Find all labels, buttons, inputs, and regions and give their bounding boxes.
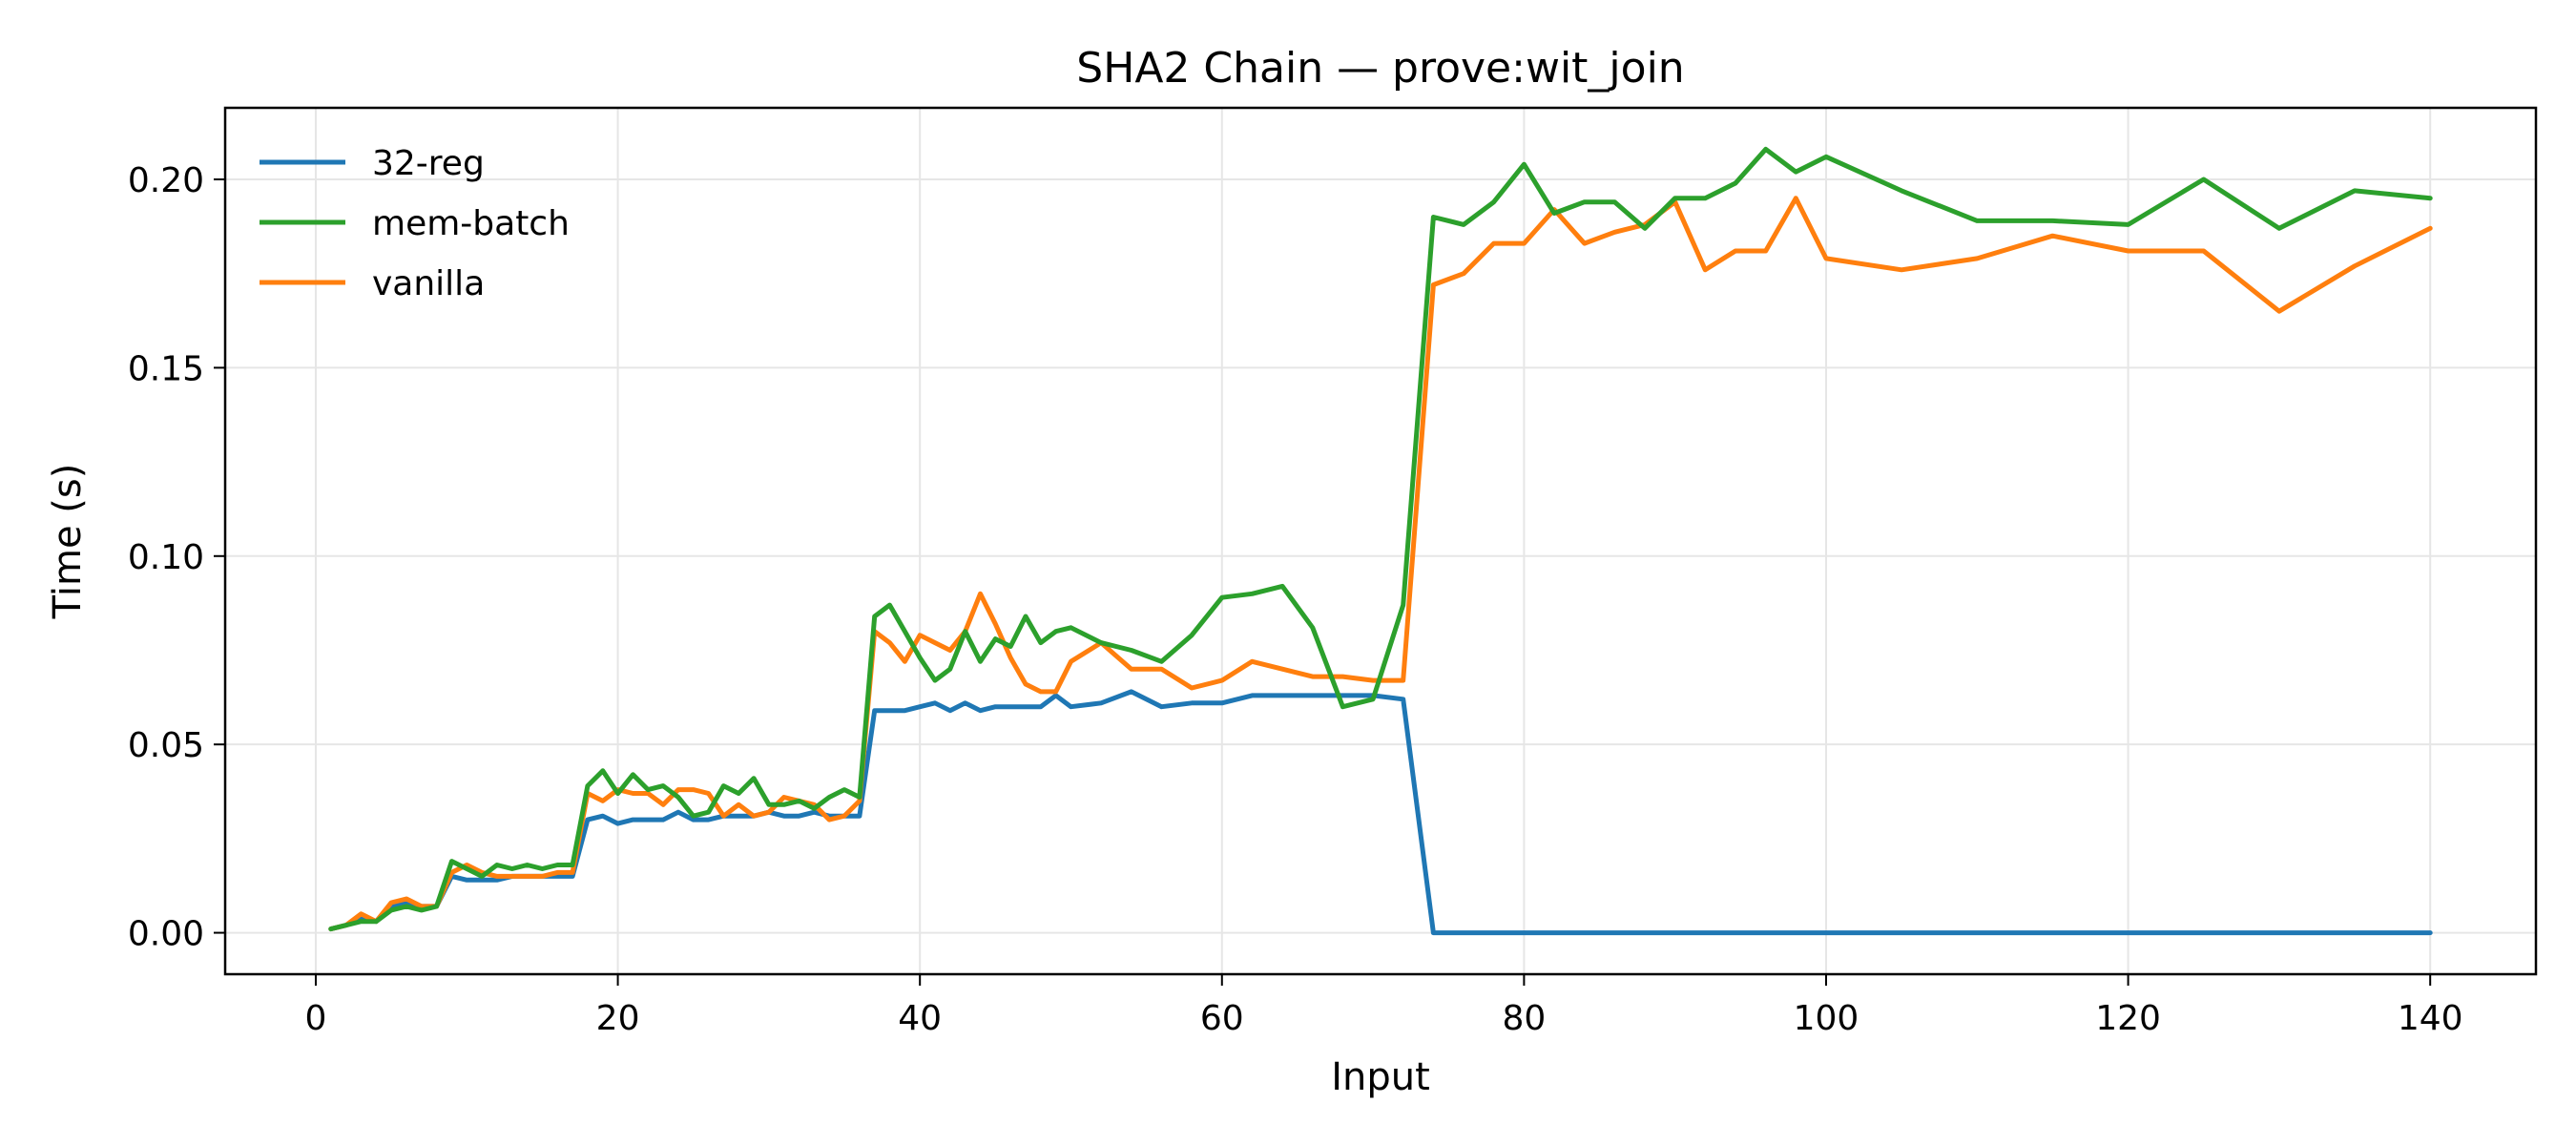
legend-label: mem-batch (372, 204, 570, 243)
x-tick-label: 100 (1794, 999, 1859, 1038)
series-line-mem-batch (328, 146, 2433, 932)
y-tick-label: 0.00 (128, 915, 204, 954)
y-tick-label: 0.05 (128, 726, 204, 765)
y-tick-label: 0.15 (128, 349, 204, 388)
y-axis-label: Time (s) (46, 464, 90, 620)
y-tick-label: 0.20 (128, 161, 204, 200)
x-tick-label: 40 (898, 999, 942, 1038)
x-tick-label: 60 (1200, 999, 1244, 1038)
legend: 32-reg mem-batch vanilla (260, 144, 570, 303)
x-axis-label: Input (1331, 1055, 1430, 1099)
series-line-32-reg (328, 689, 2433, 936)
chart-title: SHA2 Chain — prove:wit_join (1076, 44, 1684, 93)
axis-ticks: 0 20 40 60 80 100 120 140 0.00 0.05 0.10 0.15 0.20 (128, 161, 2463, 1038)
grid (225, 108, 2536, 974)
x-tick-label: 80 (1502, 999, 1546, 1038)
x-tick-label: 140 (2398, 999, 2463, 1038)
plot-frame (223, 106, 2538, 976)
x-tick-label: 20 (596, 999, 640, 1038)
x-tick-label: 0 (305, 999, 327, 1038)
y-tick-label: 0.10 (128, 538, 204, 577)
legend-label: 32-reg (372, 144, 485, 183)
x-tick-label: 120 (2095, 999, 2161, 1038)
legend-label: vanilla (372, 264, 485, 303)
series-lines (328, 146, 2433, 936)
